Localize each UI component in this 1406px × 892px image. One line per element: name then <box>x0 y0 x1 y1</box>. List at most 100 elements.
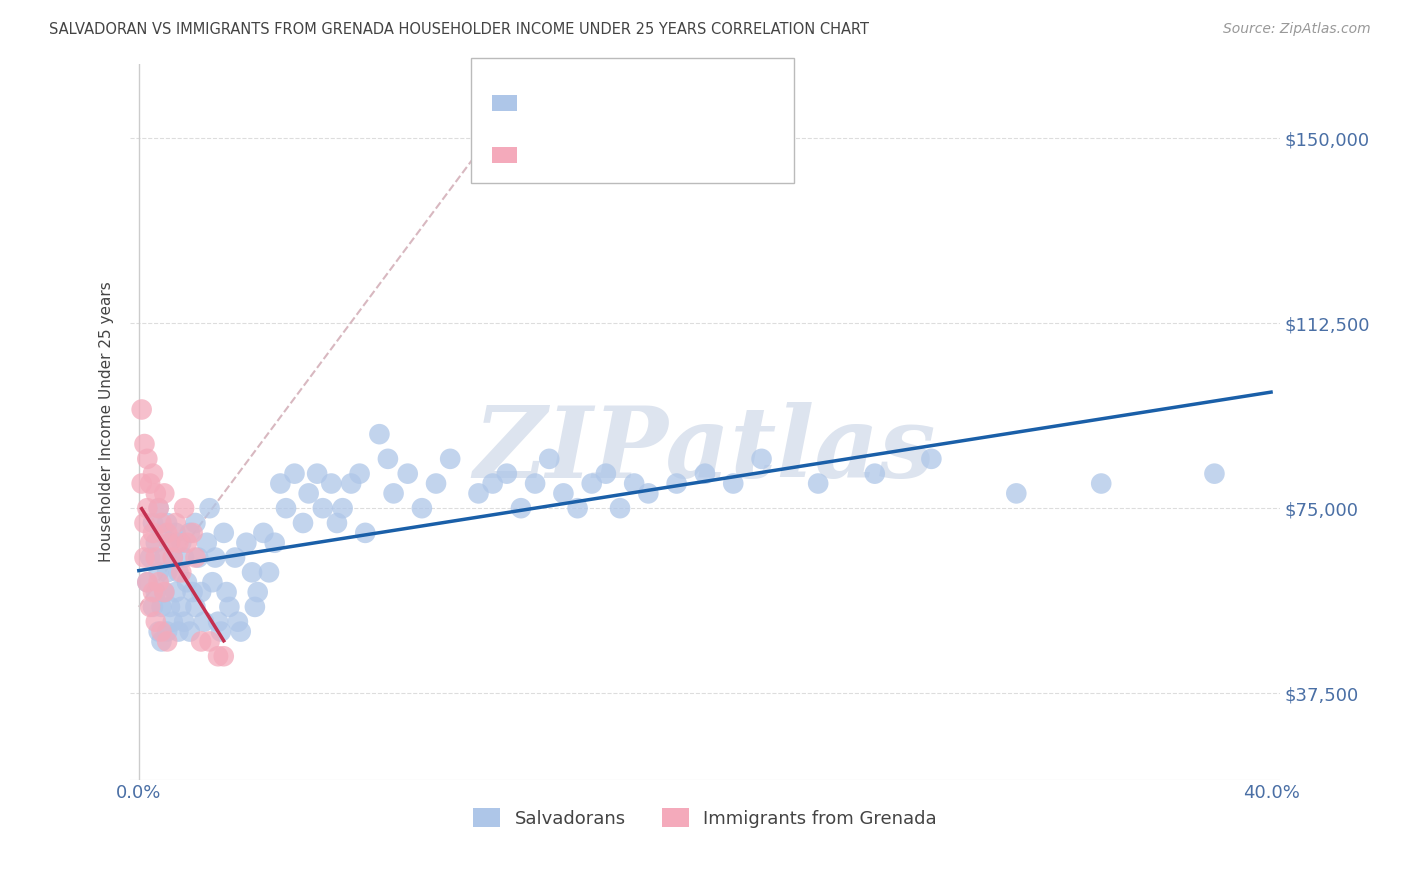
Point <box>148 624 170 639</box>
Point <box>269 476 291 491</box>
Point <box>173 550 195 565</box>
Point <box>215 585 238 599</box>
Point <box>176 575 198 590</box>
Point <box>184 599 207 614</box>
Point <box>142 525 165 540</box>
Point <box>145 615 167 629</box>
Point <box>243 599 266 614</box>
Point <box>142 516 165 530</box>
Point <box>167 566 190 580</box>
Point <box>209 624 232 639</box>
Point <box>637 486 659 500</box>
Point <box>142 467 165 481</box>
Point <box>274 501 297 516</box>
Point <box>156 566 179 580</box>
Y-axis label: Householder Income Under 25 years: Householder Income Under 25 years <box>100 282 114 562</box>
Point <box>173 615 195 629</box>
Point <box>173 501 195 516</box>
Point <box>165 516 187 530</box>
Point <box>425 476 447 491</box>
Point <box>340 476 363 491</box>
Point <box>212 649 235 664</box>
Point <box>263 535 285 549</box>
Text: Source: ZipAtlas.com: Source: ZipAtlas.com <box>1223 22 1371 37</box>
Point <box>170 566 193 580</box>
Point <box>524 476 547 491</box>
Point <box>150 525 173 540</box>
Point <box>751 451 773 466</box>
Point <box>326 516 349 530</box>
Text: 0.313: 0.313 <box>567 94 623 112</box>
Point <box>167 535 190 549</box>
Point <box>377 451 399 466</box>
Point <box>134 516 156 530</box>
Point <box>235 535 257 549</box>
Point <box>142 585 165 599</box>
Point <box>136 501 159 516</box>
Point <box>153 486 176 500</box>
Point <box>131 402 153 417</box>
Point <box>162 615 184 629</box>
Text: R =: R = <box>527 146 567 164</box>
Point <box>693 467 716 481</box>
Point <box>439 451 461 466</box>
Point <box>159 535 181 549</box>
Point <box>257 566 280 580</box>
Text: N =: N = <box>623 146 662 164</box>
Point <box>298 486 321 500</box>
Point <box>145 550 167 565</box>
Point <box>136 575 159 590</box>
Point <box>179 525 201 540</box>
Point <box>382 486 405 500</box>
Point <box>156 634 179 648</box>
Point <box>665 476 688 491</box>
Point <box>153 585 176 599</box>
Point <box>467 486 489 500</box>
Point <box>920 451 942 466</box>
Point <box>139 550 162 565</box>
Point <box>218 599 240 614</box>
Point <box>212 525 235 540</box>
Point <box>240 566 263 580</box>
Point <box>148 501 170 516</box>
Text: R =: R = <box>527 94 567 112</box>
Point <box>204 550 226 565</box>
Point <box>312 501 335 516</box>
Point <box>1090 476 1112 491</box>
Point <box>190 634 212 648</box>
Point <box>567 501 589 516</box>
Point <box>193 615 215 629</box>
Text: N =: N = <box>623 94 662 112</box>
Point <box>150 599 173 614</box>
Point <box>145 585 167 599</box>
Point <box>176 535 198 549</box>
Point <box>142 599 165 614</box>
Point <box>156 624 179 639</box>
Point <box>165 525 187 540</box>
Point <box>170 535 193 549</box>
Point <box>623 476 645 491</box>
Point <box>165 585 187 599</box>
Point <box>292 516 315 530</box>
Point <box>481 476 503 491</box>
Point <box>246 585 269 599</box>
Point <box>368 427 391 442</box>
Point <box>207 615 229 629</box>
Point <box>156 525 179 540</box>
Point <box>134 550 156 565</box>
Point <box>184 550 207 565</box>
Point <box>187 550 209 565</box>
Point <box>136 451 159 466</box>
Point <box>134 437 156 451</box>
Point <box>207 649 229 664</box>
Point <box>198 501 221 516</box>
Point <box>609 501 631 516</box>
Point <box>136 575 159 590</box>
Point <box>139 476 162 491</box>
Point <box>150 516 173 530</box>
Point <box>139 535 162 549</box>
Point <box>159 599 181 614</box>
Point <box>184 516 207 530</box>
Legend: Salvadorans, Immigrants from Grenada: Salvadorans, Immigrants from Grenada <box>465 801 943 835</box>
Point <box>195 535 218 549</box>
